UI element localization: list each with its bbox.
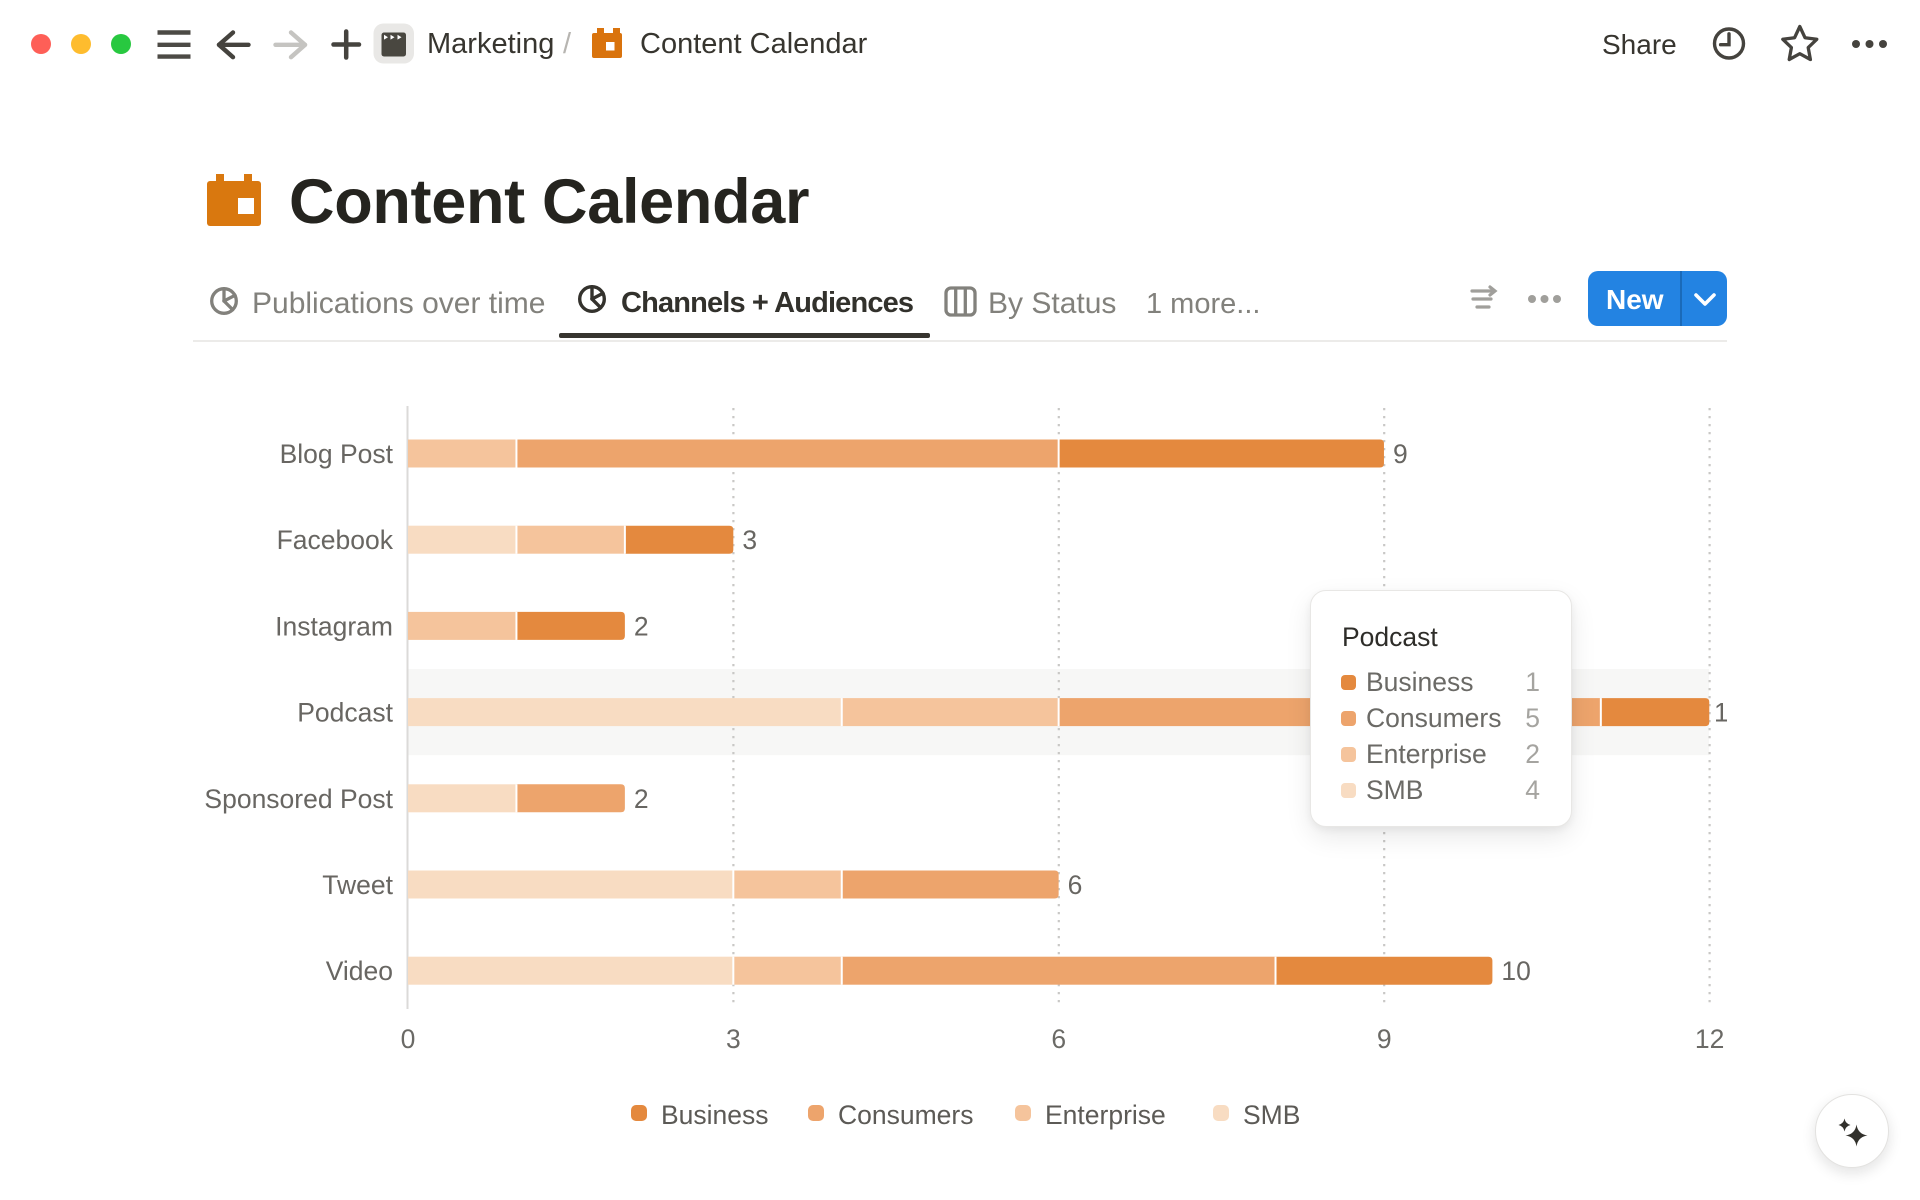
svg-text:12: 12 [1695,1024,1724,1054]
svg-text:Business: Business [661,1100,769,1130]
svg-text:2: 2 [634,611,649,641]
svg-text:12: 12 [1714,698,1727,728]
svg-text:3: 3 [742,525,757,555]
svg-text:10: 10 [1501,956,1530,986]
svg-text:Enterprise: Enterprise [1045,1100,1166,1130]
svg-text:Video: Video [326,956,393,986]
svg-text:Instagram: Instagram [275,611,393,641]
svg-text:Tweet: Tweet [322,870,393,900]
svg-text:3: 3 [726,1024,741,1054]
svg-text:2: 2 [634,784,649,814]
svg-text:Podcast: Podcast [297,698,393,728]
svg-text:SMB: SMB [1243,1100,1300,1130]
svg-text:6: 6 [1051,1024,1066,1054]
svg-text:Blog Post: Blog Post [280,439,394,469]
svg-text:Sponsored Post: Sponsored Post [204,784,393,814]
svg-text:9: 9 [1377,1024,1392,1054]
svg-text:0: 0 [401,1024,416,1054]
svg-text:Consumers: Consumers [838,1100,974,1130]
svg-text:9: 9 [1393,439,1408,469]
svg-text:Facebook: Facebook [277,525,394,555]
svg-text:6: 6 [1068,870,1083,900]
